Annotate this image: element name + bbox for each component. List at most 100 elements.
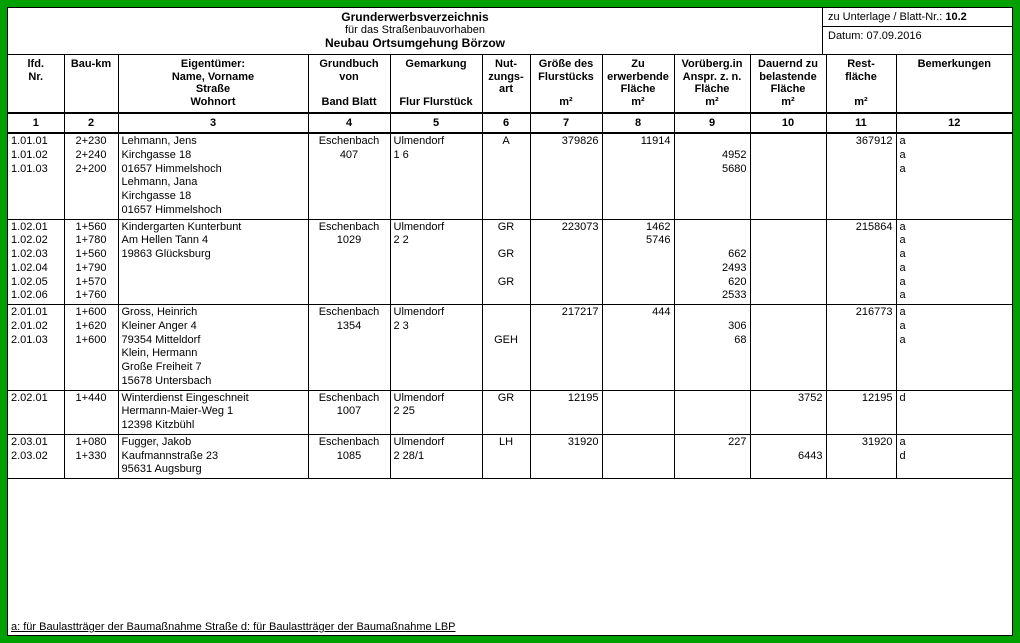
col-header-2: Bau-km bbox=[64, 55, 118, 113]
col-num-11: 11 bbox=[826, 113, 896, 134]
col-header-5: GemarkungFlur Flurstück bbox=[390, 55, 482, 113]
table-row: 2.02.01 1+440 Winterdienst Eingeschneit … bbox=[8, 390, 1012, 434]
cell-owner: Kindergarten Kunterbunt Am Hellen Tann 4… bbox=[118, 219, 308, 305]
meta-unterlage-value: 10.2 bbox=[945, 11, 966, 23]
cell-nutz: A bbox=[482, 133, 530, 219]
data-table: lfd.Nr. Bau-km Eigentümer:Name, VornameS… bbox=[8, 55, 1012, 479]
cell-vor bbox=[674, 390, 750, 434]
cell-gem: Ulmendorf 2 25 bbox=[390, 390, 482, 434]
col-header-10: Dauernd zubelastendeFlächem² bbox=[750, 55, 826, 113]
col-num-9: 9 bbox=[674, 113, 750, 134]
col-header-8: ZuerwerbendeFlächem² bbox=[602, 55, 674, 113]
cell-rest: 12195 bbox=[826, 390, 896, 434]
cell-groesse: 223073 bbox=[530, 219, 602, 305]
col-num-5: 5 bbox=[390, 113, 482, 134]
table-row: 1.01.01 1.01.02 1.01.03 2+230 2+240 2+20… bbox=[8, 133, 1012, 219]
cell-owner: Gross, Heinrich Kleiner Anger 4 79354 Mi… bbox=[118, 305, 308, 391]
cell-dau: 3752 bbox=[750, 390, 826, 434]
col-num-2: 2 bbox=[64, 113, 118, 134]
col-header-9: Vorüberg.inAnspr. z. n.Flächem² bbox=[674, 55, 750, 113]
cell-km: 1+600 1+620 1+600 bbox=[64, 305, 118, 391]
col-num-7: 7 bbox=[530, 113, 602, 134]
cell-erw bbox=[602, 390, 674, 434]
col-num-8: 8 bbox=[602, 113, 674, 134]
table-row: 2.01.01 2.01.02 2.01.03 1+600 1+620 1+60… bbox=[8, 305, 1012, 391]
cell-bem: a a a a a a bbox=[896, 219, 1012, 305]
cell-vor: 4952 5680 bbox=[674, 133, 750, 219]
cell-owner: Winterdienst Eingeschneit Hermann-Maier-… bbox=[118, 390, 308, 434]
cell-vor: 306 68 bbox=[674, 305, 750, 391]
cell-nr: 2.02.01 bbox=[8, 390, 64, 434]
cell-nutz: LH bbox=[482, 434, 530, 478]
cell-groesse: 12195 bbox=[530, 390, 602, 434]
cell-bem: d bbox=[896, 390, 1012, 434]
col-header-7: Größe desFlurstücksm² bbox=[530, 55, 602, 113]
cell-bem: a a a bbox=[896, 133, 1012, 219]
cell-gb: Eschenbach 1085 bbox=[308, 434, 390, 478]
cell-vor: 227 bbox=[674, 434, 750, 478]
col-header-3: Eigentümer:Name, VornameStraßeWohnort bbox=[118, 55, 308, 113]
cell-nutz: GR bbox=[482, 390, 530, 434]
meta-unterlage: zu Unterlage / Blatt-Nr.: 10.2 bbox=[823, 8, 1012, 27]
col-header-11: Rest-flächem² bbox=[826, 55, 896, 113]
cell-owner: Lehmann, Jens Kirchgasse 18 01657 Himmel… bbox=[118, 133, 308, 219]
cell-gb: Eschenbach 1007 bbox=[308, 390, 390, 434]
cell-rest: 31920 bbox=[826, 434, 896, 478]
cell-erw: 1462 5746 bbox=[602, 219, 674, 305]
cell-nr: 1.01.01 1.01.02 1.01.03 bbox=[8, 133, 64, 219]
table-row: 1.02.01 1.02.02 1.02.03 1.02.04 1.02.05 … bbox=[8, 219, 1012, 305]
cell-km: 1+080 1+330 bbox=[64, 434, 118, 478]
cell-bem: a d bbox=[896, 434, 1012, 478]
cell-km: 2+230 2+240 2+200 bbox=[64, 133, 118, 219]
cell-gem: Ulmendorf 2 3 bbox=[390, 305, 482, 391]
cell-groesse: 31920 bbox=[530, 434, 602, 478]
cell-erw bbox=[602, 434, 674, 478]
cell-dau: 6443 bbox=[750, 434, 826, 478]
col-header-12: Bemerkungen bbox=[896, 55, 1012, 113]
cell-km: 1+560 1+780 1+560 1+790 1+570 1+760 bbox=[64, 219, 118, 305]
meta-datum: Datum: 07.09.2016 bbox=[823, 27, 1012, 45]
cell-nutz: GR GR GR bbox=[482, 219, 530, 305]
col-num-10: 10 bbox=[750, 113, 826, 134]
cell-dau bbox=[750, 219, 826, 305]
doc-title-1: Grunderwerbsverzeichnis bbox=[8, 10, 822, 24]
cell-gb: Eschenbach 1029 bbox=[308, 219, 390, 305]
cell-rest: 216773 bbox=[826, 305, 896, 391]
col-header-6: Nut-zungs-art bbox=[482, 55, 530, 113]
column-number-row: 1 2 3 4 5 6 7 8 9 10 11 12 bbox=[8, 113, 1012, 134]
title-box: Grunderwerbsverzeichnis für das Straßenb… bbox=[8, 8, 822, 55]
cell-bem: a a a bbox=[896, 305, 1012, 391]
doc-title-3: Neubau Ortsumgehung Börzow bbox=[8, 36, 822, 50]
cell-nr: 2.03.01 2.03.02 bbox=[8, 434, 64, 478]
cell-nr: 2.01.01 2.01.02 2.01.03 bbox=[8, 305, 64, 391]
cell-gem: Ulmendorf 2 2 bbox=[390, 219, 482, 305]
cell-groesse: 217217 bbox=[530, 305, 602, 391]
meta-box: zu Unterlage / Blatt-Nr.: 10.2 Datum: 07… bbox=[822, 8, 1012, 55]
col-header-1: lfd.Nr. bbox=[8, 55, 64, 113]
cell-nr: 1.02.01 1.02.02 1.02.03 1.02.04 1.02.05 … bbox=[8, 219, 64, 305]
col-num-6: 6 bbox=[482, 113, 530, 134]
cell-erw: 444 bbox=[602, 305, 674, 391]
cell-vor: 662 2493 620 2533 bbox=[674, 219, 750, 305]
cell-nutz: GEH bbox=[482, 305, 530, 391]
cell-erw: 11914 bbox=[602, 133, 674, 219]
cell-owner: Fugger, Jakob Kaufmannstraße 23 95631 Au… bbox=[118, 434, 308, 478]
cell-dau bbox=[750, 305, 826, 391]
table-row: 2.03.01 2.03.02 1+080 1+330 Fugger, Jako… bbox=[8, 434, 1012, 478]
footer-legend: a: für Baulastträger der Baumaßnahme Str… bbox=[8, 619, 1012, 635]
doc-title-2: für das Straßenbauvorhaben bbox=[8, 24, 822, 36]
cell-groesse: 379826 bbox=[530, 133, 602, 219]
cell-rest: 215864 bbox=[826, 219, 896, 305]
cell-gem: Ulmendorf 1 6 bbox=[390, 133, 482, 219]
col-num-12: 12 bbox=[896, 113, 1012, 134]
cell-gb: Eschenbach 1354 bbox=[308, 305, 390, 391]
header-row: lfd.Nr. Bau-km Eigentümer:Name, VornameS… bbox=[8, 55, 1012, 113]
cell-gem: Ulmendorf 2 28/1 bbox=[390, 434, 482, 478]
col-num-4: 4 bbox=[308, 113, 390, 134]
meta-unterlage-label: zu Unterlage / Blatt-Nr.: bbox=[828, 11, 945, 23]
cell-gb: Eschenbach 407 bbox=[308, 133, 390, 219]
col-num-1: 1 bbox=[8, 113, 64, 134]
document-sheet: Grunderwerbsverzeichnis für das Straßenb… bbox=[7, 7, 1013, 636]
col-num-3: 3 bbox=[118, 113, 308, 134]
cell-rest: 367912 bbox=[826, 133, 896, 219]
